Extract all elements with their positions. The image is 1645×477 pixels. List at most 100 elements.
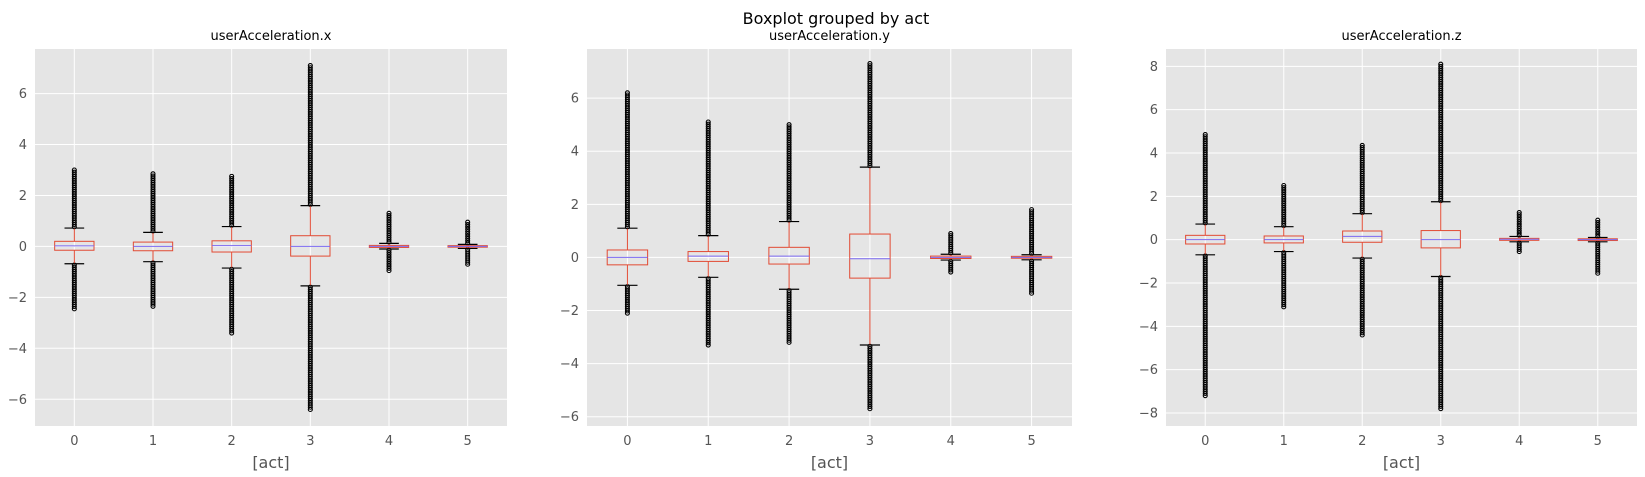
flier-point-high	[867, 61, 873, 67]
flier-point-high	[71, 167, 77, 173]
flier-point-high	[465, 238, 471, 244]
y-tick-label: 2	[1150, 190, 1158, 205]
x-tick-label: 4	[947, 434, 955, 449]
y-tick-label: 4	[571, 145, 579, 160]
flier-point-high	[1516, 216, 1522, 222]
y-tick-label: −4	[1139, 320, 1158, 335]
flier-point-low	[1281, 304, 1287, 310]
flier-point-low	[465, 259, 471, 265]
x-tick-label: 2	[785, 434, 793, 449]
flier-point-high	[229, 173, 235, 179]
x-axis-label: [act]	[1383, 453, 1420, 472]
panel-2: −6 −4 −2 0 2 4 6 0 1 2 3 4 5 userAcceleration.y [act]	[560, 29, 1072, 472]
box-group-5	[1577, 217, 1618, 276]
flier-point-low	[1029, 288, 1035, 294]
flier-point-low	[386, 265, 392, 271]
flier-point-high	[1516, 210, 1522, 216]
x-tick-label: 0	[623, 434, 631, 449]
flier-point-low	[867, 406, 873, 412]
y-tick-label: 4	[19, 138, 27, 153]
box-group-0	[606, 90, 649, 316]
flier-point-high	[307, 65, 313, 71]
x-tick-label: 2	[1358, 434, 1366, 449]
y-tick-label: 0	[1150, 233, 1158, 248]
flier-point-low	[229, 328, 235, 334]
flier-point-high	[705, 119, 711, 125]
box-group-5	[1010, 207, 1053, 296]
flier-point-high	[948, 230, 954, 237]
flier-point-low	[1438, 403, 1444, 410]
flier-point-high	[1595, 231, 1601, 237]
plot-area	[35, 49, 507, 426]
panel-title: userAcceleration.z	[1341, 29, 1461, 44]
flier-point-low	[786, 339, 792, 345]
flier-point-high	[1595, 222, 1601, 228]
box-group-4	[368, 210, 410, 274]
flier-point-high	[786, 122, 792, 128]
box-group-5	[447, 219, 488, 267]
y-tick-label: 2	[19, 189, 27, 204]
flier-point-low	[386, 268, 392, 274]
flier-point-high	[1516, 228, 1522, 234]
x-axis-label: [act]	[252, 453, 289, 472]
box-group-0	[54, 167, 95, 312]
x-tick-label: 3	[1437, 434, 1445, 449]
flier-point-high	[150, 171, 156, 177]
y-tick-label: −4	[8, 342, 27, 357]
flier-point-low	[1516, 249, 1522, 255]
box-group-1	[687, 119, 729, 348]
flier-point-high	[386, 212, 392, 219]
flier-point-high	[1595, 224, 1601, 230]
flier-point-high	[1438, 61, 1444, 67]
flier-point-low	[229, 330, 235, 336]
y-tick-label: −4	[560, 357, 579, 372]
flier-point-high	[465, 226, 471, 232]
plot-area	[587, 49, 1072, 426]
flier-point-high	[307, 63, 313, 69]
flier-point-low	[1202, 390, 1208, 397]
x-tick-label: 5	[464, 434, 472, 449]
flier-point-low	[705, 342, 711, 348]
flier-point-high	[1202, 132, 1208, 138]
box-group-0	[1185, 132, 1226, 399]
panel-title: userAcceleration.x	[211, 29, 332, 44]
y-tick-label: −6	[560, 410, 579, 425]
flier-point-low	[465, 261, 471, 267]
x-tick-label: 5	[1594, 434, 1602, 449]
y-tick-label: 6	[571, 92, 579, 107]
y-tick-label: −6	[1139, 363, 1158, 378]
y-tick-label: 6	[1150, 103, 1158, 118]
x-tick-label: 4	[1515, 434, 1523, 449]
box-group-1	[132, 171, 174, 309]
y-tick-label: 6	[19, 87, 27, 102]
flier-point-high	[1281, 185, 1287, 191]
flier-point-high	[1516, 212, 1522, 218]
x-axis-label: [act]	[811, 453, 848, 472]
flier-point-high	[948, 233, 954, 239]
flier-point-high	[786, 124, 792, 130]
x-tick-label: 1	[149, 434, 157, 449]
flier-point-low	[1595, 268, 1601, 274]
flier-point-low	[705, 340, 711, 346]
plot-area	[1166, 49, 1637, 426]
flier-point-low	[150, 301, 156, 307]
flier-point-high	[1516, 230, 1522, 236]
flier-point-high	[465, 224, 471, 230]
x-tick-label: 0	[70, 434, 78, 449]
y-tick-label: 2	[571, 198, 579, 213]
flier-point-low	[1516, 246, 1522, 252]
flier-point-high	[1595, 229, 1601, 235]
flier-point-high	[465, 219, 471, 225]
box-group-2	[1342, 142, 1383, 338]
flier-point-high	[867, 63, 873, 69]
flier-point-high	[1516, 223, 1522, 229]
flier-point-high	[465, 228, 471, 235]
y-tick-label: −2	[1139, 277, 1158, 292]
y-tick-label: 4	[1150, 147, 1158, 162]
flier-point-high	[465, 233, 471, 239]
flier-point-high	[624, 90, 630, 96]
flier-point-low	[1359, 330, 1365, 336]
x-tick-label: 3	[866, 434, 874, 449]
box-iqr	[290, 235, 331, 257]
